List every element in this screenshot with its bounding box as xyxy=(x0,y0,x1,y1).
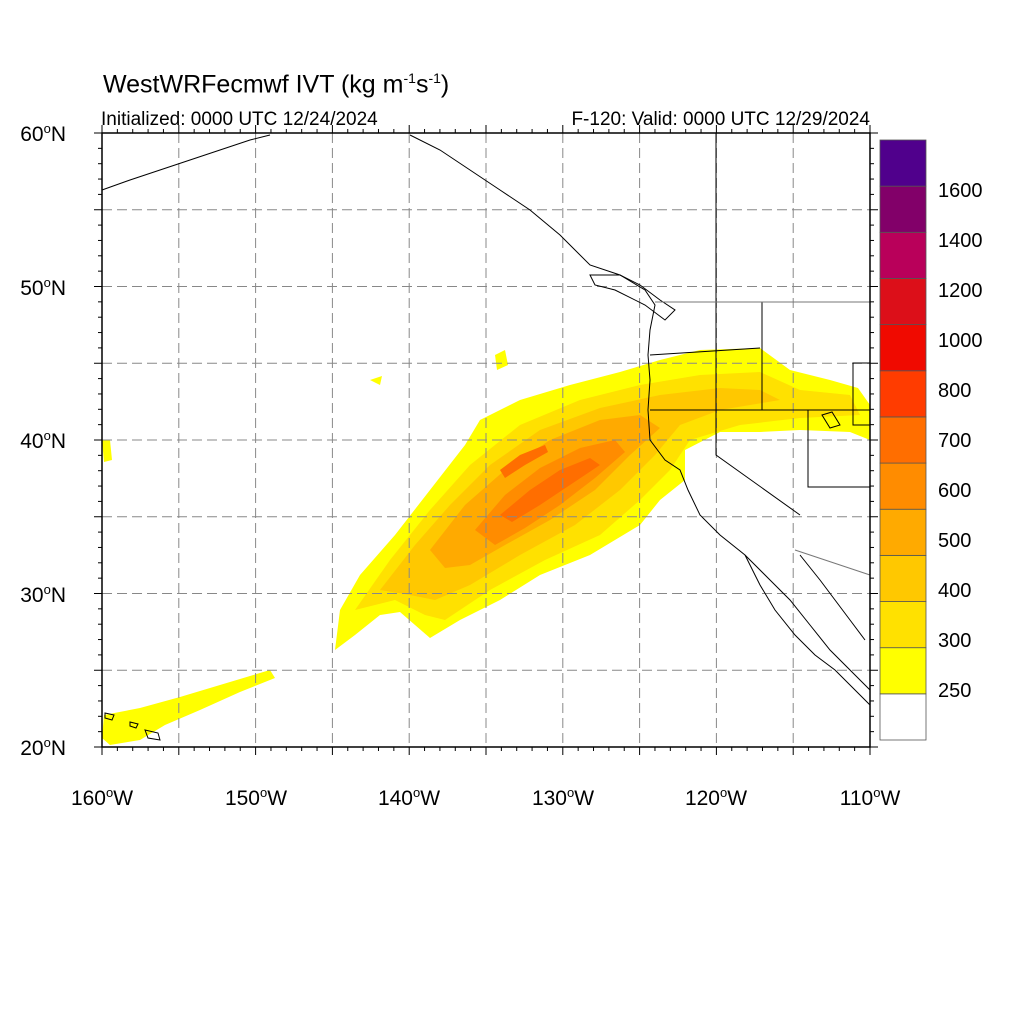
colorbar-swatch xyxy=(879,231,927,279)
colorbar-label-400: 400 xyxy=(938,580,972,602)
ivt-patch-3 xyxy=(370,376,382,385)
ivt-patch-2 xyxy=(495,350,508,370)
great-salt-lake xyxy=(821,411,841,429)
coastlines xyxy=(101,134,871,741)
colorbar-swatch xyxy=(879,508,927,556)
colorbar-swatch xyxy=(879,416,927,464)
axis-ticks xyxy=(94,125,878,755)
colorbar xyxy=(879,139,927,741)
colorbar-swatch xyxy=(879,647,927,695)
coastline-baja xyxy=(744,554,871,706)
ivt-field xyxy=(102,348,870,745)
ivt-contour-700b xyxy=(500,445,548,478)
initialized-time: Initialized: 0000 UTC 12/24/2024 xyxy=(101,109,378,130)
coastline-alaska xyxy=(101,134,271,191)
colorbar-swatch xyxy=(879,370,927,418)
colorbar-swatch xyxy=(879,324,927,372)
colorbar-label-1400: 1400 xyxy=(938,230,983,252)
colorbar-swatch xyxy=(879,278,927,326)
colorbar-label-1600: 1600 xyxy=(938,180,983,202)
colorbar-label-1200: 1200 xyxy=(938,280,983,302)
colorbar-label-500: 500 xyxy=(938,530,972,552)
graticule xyxy=(102,133,870,747)
colorbar-label-250: 250 xyxy=(938,680,972,702)
colorbar-label-800: 800 xyxy=(938,380,972,402)
lat-label-30: 30oN xyxy=(20,582,66,607)
coastline-west-us xyxy=(409,134,871,691)
colorbar-swatch xyxy=(879,693,927,741)
lon-label-150: 150oW xyxy=(224,785,288,810)
colorbar-swatch xyxy=(879,601,927,649)
colorbar-label-1000: 1000 xyxy=(938,330,983,352)
lon-label-130: 130oW xyxy=(531,785,595,810)
colorbar-label-700: 700 xyxy=(938,430,972,452)
colorbar-swatch xyxy=(879,185,927,233)
ivt-contour-700 xyxy=(500,458,600,522)
lat-label-60: 60oN xyxy=(20,121,66,146)
valid-time: F-120: Valid: 0000 UTC 12/29/2024 xyxy=(571,109,870,130)
lat-label-40: 40oN xyxy=(20,428,66,453)
lon-label-140: 140oW xyxy=(377,785,441,810)
colorbar-swatch xyxy=(879,554,927,602)
colorbar-label-600: 600 xyxy=(938,480,972,502)
colorbar-label-300: 300 xyxy=(938,630,972,652)
lon-label-120: 120oW xyxy=(684,785,748,810)
lat-label-50: 50oN xyxy=(20,275,66,300)
lat-label-20: 20oN xyxy=(20,735,66,760)
colorbar-swatch xyxy=(879,139,927,187)
ivt-patch-1 xyxy=(102,440,112,462)
lon-label-160: 160oW xyxy=(70,785,134,810)
coastline-gulf-california xyxy=(799,554,866,641)
colorbar-swatch xyxy=(879,462,927,510)
lon-label-110: 110oW xyxy=(839,785,901,810)
chart-title: WestWRFecmwf IVT (kg m-1s-1) xyxy=(103,70,450,99)
coastline-vancouver xyxy=(589,274,676,321)
ivt-contour-250-tail xyxy=(102,670,275,745)
hawaii xyxy=(104,712,161,741)
state-borders xyxy=(649,133,871,576)
